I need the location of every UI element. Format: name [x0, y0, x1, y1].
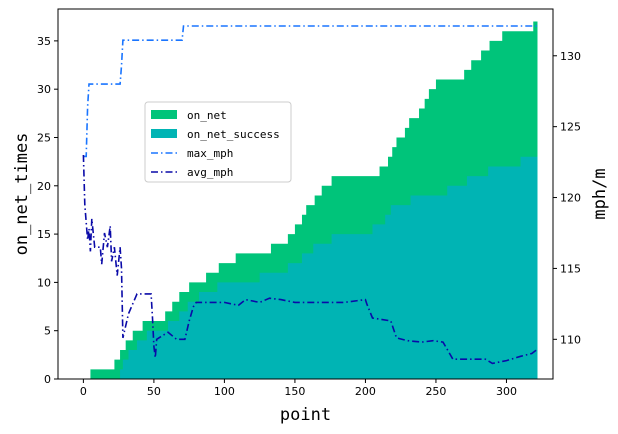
y-right-tick-label: 130	[560, 50, 581, 63]
y-right-tick-label: 125	[560, 121, 581, 134]
y-left-tick-label: 5	[44, 325, 51, 338]
legend: on_net on_net_success max_mph avg_mph	[144, 101, 292, 183]
x-tick-label: 0	[80, 385, 87, 398]
plot-area	[82, 21, 538, 379]
x-tick-label: 250	[425, 385, 446, 398]
x-axis-title: point	[280, 405, 331, 425]
x-tick-label: 100	[214, 385, 235, 398]
legend-swatch-on-net	[151, 110, 177, 119]
y-left-tick-label: 20	[37, 180, 51, 193]
x-tick-label: 50	[147, 385, 161, 398]
line-layer	[82, 25, 538, 365]
y-right-tick-label: 115	[560, 262, 581, 275]
axes-frame	[57, 8, 554, 380]
y-left-tick-label: 30	[37, 83, 51, 96]
x-tick-label: 300	[496, 385, 517, 398]
y-left-tick-label: 35	[37, 35, 51, 48]
y-right-tick-label: 120	[560, 192, 581, 205]
legend-label-avg-mph: avg_mph	[187, 166, 233, 179]
legend-label-on-net-success: on_net_success	[187, 128, 280, 141]
x-tick-label: 150	[284, 385, 305, 398]
legend-swatch-on-net-success	[151, 129, 177, 138]
area-layer	[90, 21, 538, 379]
y-axis-left-title: on_net_times	[12, 133, 32, 256]
x-tick-label: 200	[355, 385, 376, 398]
y-left-tick-label: 15	[37, 228, 51, 241]
y-left-tick-label: 0	[44, 373, 51, 386]
legend-label-on-net: on_net	[187, 109, 227, 122]
y-left-tick-label: 25	[37, 131, 51, 144]
tick-layer: 0 50 100 150 200 250 300 0 5 10 15 20 25 30 35 110 115 12…	[37, 35, 581, 398]
y-right-tick-label: 110	[560, 333, 581, 346]
avg-mph-line	[82, 154, 538, 365]
on-net-success-area	[90, 156, 538, 379]
plot-border	[57, 8, 554, 380]
y-left-tick-label: 10	[37, 276, 51, 289]
legend-label-max-mph: max_mph	[187, 147, 233, 160]
y-axis-right-title: mph/m	[590, 168, 610, 219]
legend-box	[144, 101, 292, 183]
